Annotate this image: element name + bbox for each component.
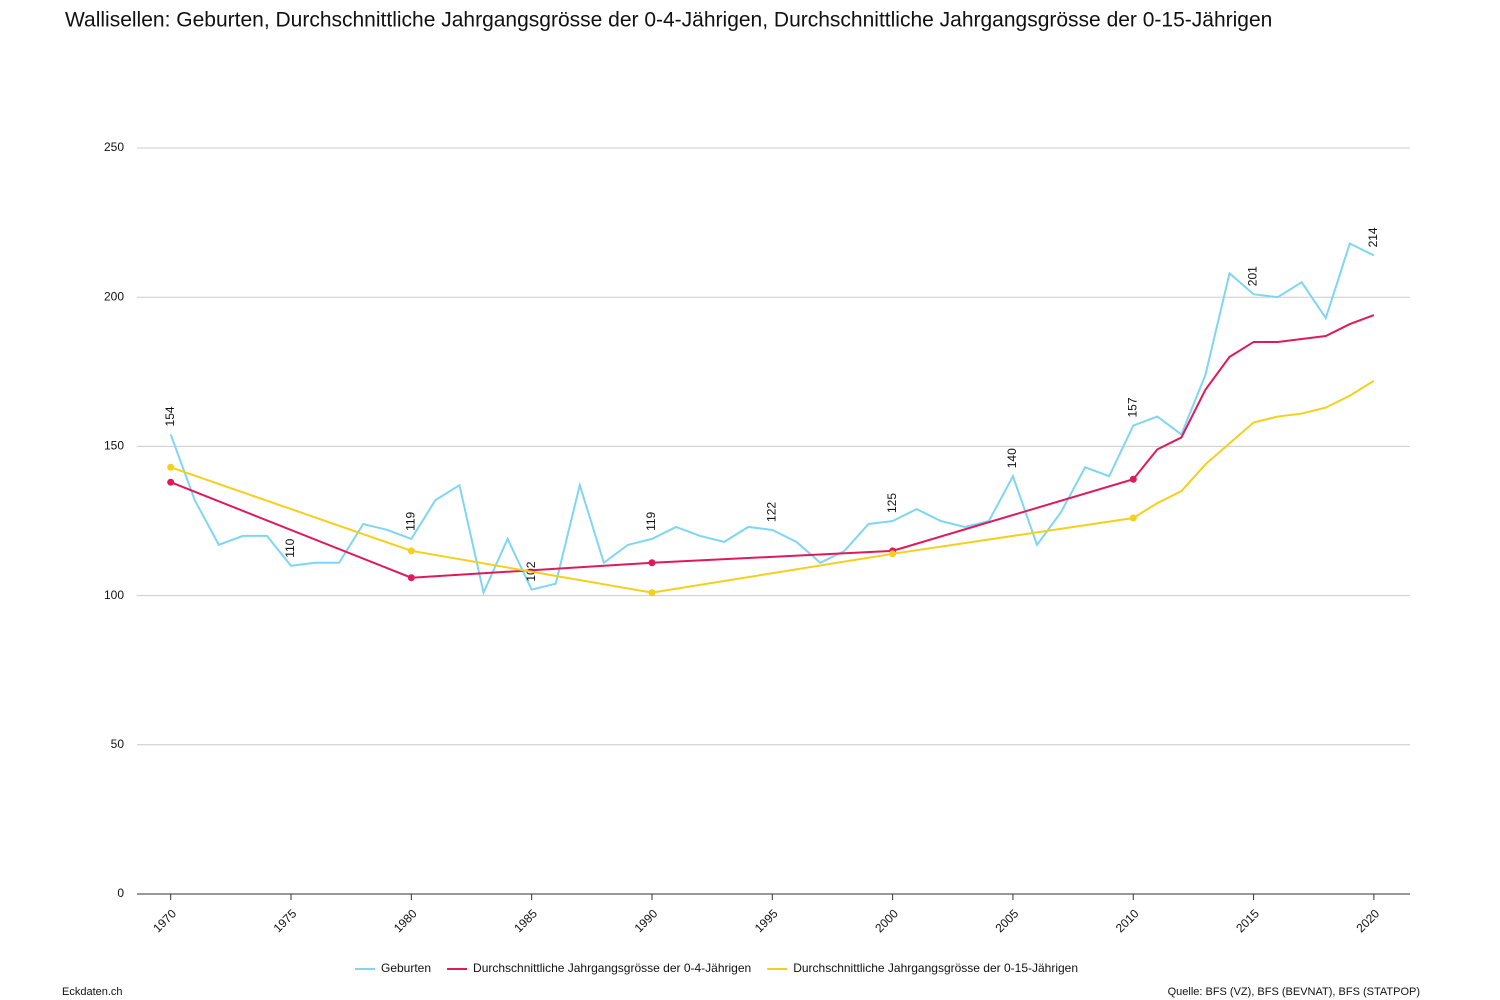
point xyxy=(407,574,415,582)
x-tick-label: 1975 xyxy=(271,906,300,935)
x-tick-label: 1995 xyxy=(752,906,781,935)
x-tick-label: 1970 xyxy=(150,906,179,935)
x-tick-label: 2005 xyxy=(993,906,1022,935)
brand: Eckdaten.ch xyxy=(62,986,123,998)
legend-label: Durchschnittliche Jahrgangsgrösse der 0-… xyxy=(793,961,1078,975)
legend: Geburten Durchschnittliche Jahrgangsgröss… xyxy=(355,961,1078,975)
y-tick-label: 200 xyxy=(104,289,124,303)
series-line xyxy=(170,379,1375,594)
x-tick-label: 2000 xyxy=(872,906,901,935)
data-label: 140 xyxy=(1005,448,1019,468)
data-label: 201 xyxy=(1246,266,1260,286)
point xyxy=(889,550,897,558)
point xyxy=(167,463,175,471)
x-tick-label: 1990 xyxy=(632,906,661,935)
legend-label: Geburten xyxy=(381,961,431,975)
source: Quelle: BFS (VZ), BFS (BEVNAT), BFS (STA… xyxy=(1168,986,1420,998)
chart-title: Wallisellen: Geburten, Durchschnittliche… xyxy=(65,9,1272,32)
data-label: 125 xyxy=(885,493,899,513)
legend-label: Durchschnittliche Jahrgangsgrösse der 0-… xyxy=(473,961,751,975)
point xyxy=(648,559,656,567)
data-label: 110 xyxy=(283,538,297,557)
y-tick-label: 150 xyxy=(104,439,124,453)
y-tick-label: 50 xyxy=(111,737,125,751)
series-line xyxy=(170,314,1375,579)
point xyxy=(167,478,175,486)
data-label: 214 xyxy=(1366,227,1380,247)
point xyxy=(1129,514,1137,522)
point xyxy=(1129,475,1137,483)
x-tick-label: 2020 xyxy=(1353,906,1382,935)
x-tick-label: 1980 xyxy=(391,906,420,935)
data-label: 119 xyxy=(644,511,658,530)
y-tick-label: 250 xyxy=(104,140,124,154)
x-tick-label: 1985 xyxy=(511,906,540,935)
point xyxy=(648,589,656,597)
data-label: 119 xyxy=(404,511,418,530)
point xyxy=(407,547,415,555)
y-tick-label: 0 xyxy=(117,886,124,900)
x-tick-label: 2010 xyxy=(1113,906,1142,935)
data-label: 154 xyxy=(163,406,177,426)
data-label: 122 xyxy=(764,502,778,522)
data-label: 157 xyxy=(1125,397,1139,417)
series-line xyxy=(169,242,1375,596)
y-tick-label: 100 xyxy=(104,588,124,602)
x-tick-label: 2015 xyxy=(1233,906,1262,935)
